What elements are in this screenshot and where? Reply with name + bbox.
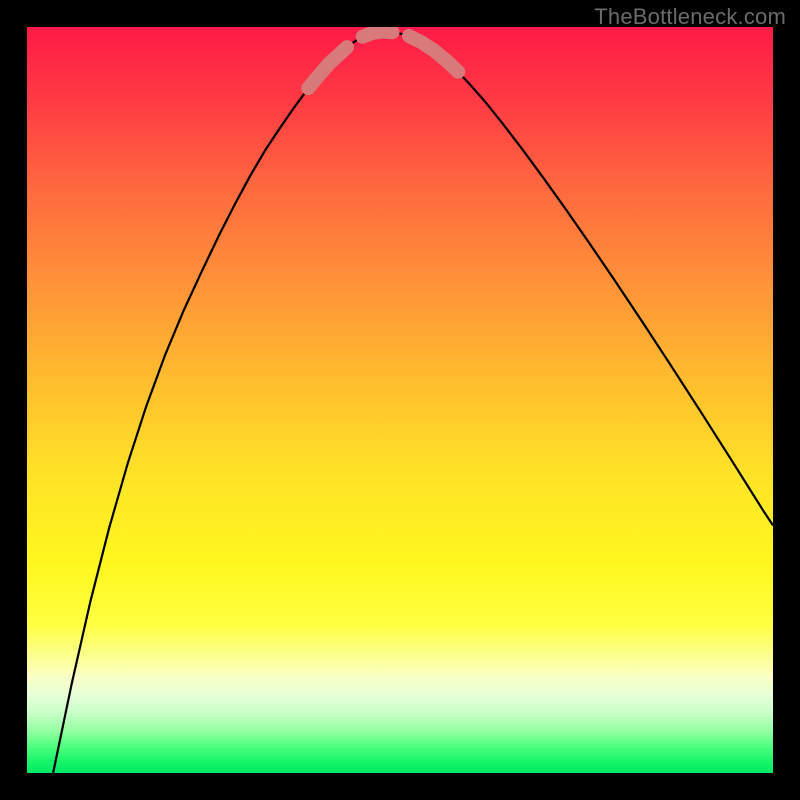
- chart-frame: TheBottleneck.com: [0, 0, 800, 800]
- chart-background: [27, 27, 773, 773]
- bottleneck-curve-chart: [27, 27, 773, 773]
- highlight-segment-1: [363, 31, 393, 36]
- plot-area: [27, 27, 773, 773]
